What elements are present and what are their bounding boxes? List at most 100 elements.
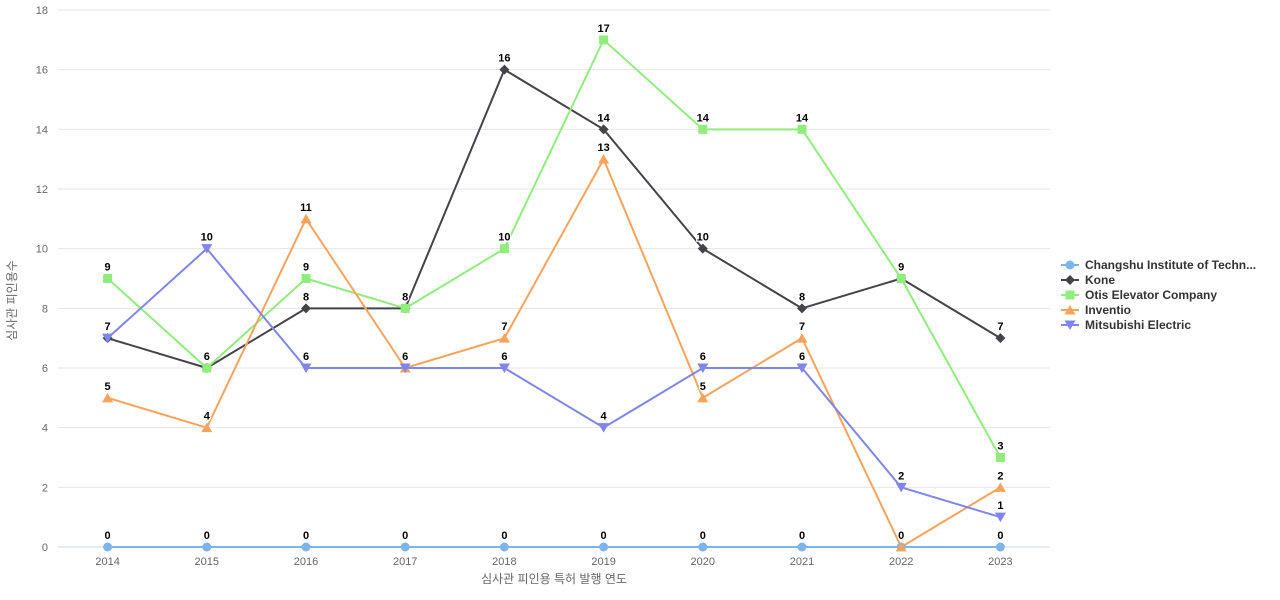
data-label: 10 — [201, 232, 213, 244]
data-label: 16 — [498, 53, 510, 65]
y-axis-tick: 16 — [36, 65, 48, 77]
data-label: 0 — [997, 530, 1003, 542]
data-label: 0 — [105, 530, 111, 542]
marker-triangle — [895, 542, 907, 552]
legend-item-mitsubishi[interactable]: Mitsubishi Electric — [1060, 317, 1256, 332]
x-axis-tick: 2016 — [294, 556, 318, 568]
marker-triangle-down — [895, 482, 907, 493]
data-label: 14 — [597, 112, 610, 124]
marker-square — [896, 274, 906, 283]
marker-triangle-down — [796, 363, 808, 373]
marker-diamond — [995, 333, 1006, 344]
marker-diamond — [797, 303, 807, 314]
data-label: 7 — [997, 321, 1003, 333]
x-axis-title: 심사관 피인용 특허 발행 연도 — [481, 571, 627, 586]
data-label: 6 — [204, 351, 210, 363]
data-label: 2 — [898, 470, 904, 482]
marker-triangle-down — [598, 423, 610, 433]
marker-triangle — [994, 482, 1006, 492]
marker-triangle-down — [1064, 320, 1076, 330]
data-label: 0 — [898, 530, 904, 542]
data-label: 11 — [300, 202, 312, 214]
marker-triangle-down — [697, 363, 709, 373]
series-line — [106, 68, 1002, 369]
marker-square — [1065, 290, 1075, 299]
data-label: 4 — [204, 411, 211, 423]
y-axis-tick: 8 — [42, 303, 48, 315]
data-label: 6 — [799, 351, 805, 363]
x-axis-tick: 2019 — [591, 556, 615, 568]
legend-label: Kone — [1085, 272, 1115, 287]
marker-circle — [202, 542, 212, 552]
data-label: 7 — [105, 321, 111, 333]
marker-circle — [400, 542, 410, 552]
legend-marker-diamond-icon — [1061, 274, 1079, 285]
legend-marker-triangle-icon — [1061, 304, 1079, 314]
legend-item-otis[interactable]: Otis Elevator Company — [1060, 287, 1256, 302]
data-label: 4 — [601, 411, 608, 423]
legend-item-kone[interactable]: Kone — [1060, 272, 1256, 287]
x-axis-tick: 2014 — [95, 556, 119, 568]
legend-item-changshu[interactable]: Changshu Institute of Techn... — [1060, 257, 1256, 272]
legend-marker-square-icon — [1061, 290, 1079, 299]
x-axis-tick: 2017 — [393, 556, 417, 568]
y-axis-tick: 14 — [36, 124, 48, 136]
marker-square — [995, 453, 1005, 462]
marker-circle — [1065, 260, 1075, 269]
series-line — [106, 158, 1002, 548]
data-label: 9 — [105, 262, 111, 274]
data-label: 6 — [402, 351, 408, 363]
data-label: 2 — [997, 470, 1003, 482]
marker-square — [400, 303, 410, 313]
data-label: 0 — [501, 530, 507, 542]
marker-triangle — [300, 213, 312, 224]
marker-circle — [499, 542, 509, 552]
marker-square — [599, 35, 609, 45]
data-label: 8 — [799, 291, 805, 303]
data-label: 14 — [697, 112, 710, 124]
marker-circle — [995, 542, 1005, 552]
marker-triangle — [796, 333, 808, 343]
y-axis-tick: 6 — [42, 363, 48, 375]
marker-square — [499, 244, 509, 254]
legend-label: Inventio — [1085, 302, 1132, 317]
data-label: 10 — [498, 232, 510, 244]
data-label: 3 — [997, 441, 1003, 453]
x-axis-tick: 2015 — [195, 556, 219, 568]
data-label: 7 — [501, 321, 507, 333]
marker-triangle — [598, 154, 610, 164]
data-label: 5 — [700, 381, 706, 393]
x-axis-tick: 2022 — [889, 556, 913, 568]
marker-triangle — [1064, 304, 1076, 314]
marker-diamond — [499, 64, 510, 75]
legend-label: Otis Elevator Company — [1085, 287, 1218, 302]
data-label: 14 — [796, 112, 809, 124]
data-label: 17 — [597, 23, 609, 35]
y-axis-title: 심사관 피인용수 — [5, 260, 19, 341]
marker-triangle — [102, 392, 114, 403]
marker-square — [797, 124, 807, 134]
data-label: 1 — [997, 500, 1003, 512]
data-label: 0 — [601, 530, 607, 542]
marker-diamond — [1065, 274, 1075, 285]
marker-triangle-down — [300, 363, 312, 373]
marker-square — [103, 274, 113, 283]
data-label: 7 — [799, 321, 805, 333]
data-label: 0 — [402, 530, 408, 542]
data-label: 6 — [303, 351, 309, 363]
y-axis-tick: 18 — [36, 5, 48, 17]
marker-diamond — [697, 243, 708, 254]
data-label: 0 — [799, 530, 805, 542]
data-label: 5 — [105, 381, 111, 393]
legend-marker-circle-icon — [1061, 260, 1079, 269]
marker-circle — [301, 542, 311, 552]
series-line — [106, 247, 1002, 519]
legend-item-inventio[interactable]: Inventio — [1060, 302, 1256, 317]
marker-triangle — [201, 422, 213, 433]
data-label: 0 — [204, 530, 210, 542]
legend-label: Changshu Institute of Techn... — [1085, 257, 1257, 272]
marker-diamond — [301, 303, 311, 314]
y-axis-tick: 10 — [36, 244, 48, 256]
legend-label: Mitsubishi Electric — [1085, 317, 1192, 332]
